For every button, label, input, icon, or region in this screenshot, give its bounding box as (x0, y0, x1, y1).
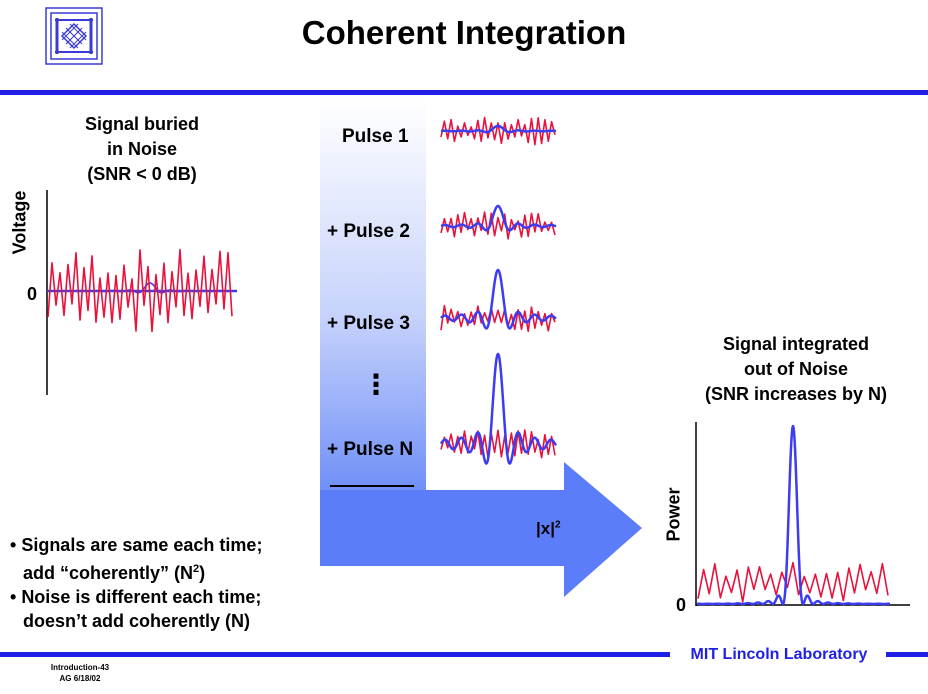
left-zero-label: 0 (27, 284, 38, 304)
pulse-4-noise-wave (440, 429, 556, 459)
footer-rule-left (0, 652, 670, 657)
footer-ref-2: AG 6/18/02 (59, 674, 101, 683)
left-header-line-2: in Noise (106, 139, 177, 159)
pulse-1-signal-wave (440, 124, 557, 134)
left-header: Signal buried in Noise (SNR < 0 dB) (62, 112, 222, 187)
right-noise-wave (697, 561, 889, 603)
right-zero-label: 0 (676, 595, 687, 615)
arrow-label-text: |x| (536, 519, 555, 538)
footer-ref-1: Introduction-43 (50, 663, 110, 672)
bullet-2-line-2: doesn’t add coherently (N) (23, 611, 251, 631)
bullet-1-line-2: add “coherently” (N (23, 563, 194, 583)
bullet-1-line-1: Signals are same each time; (21, 535, 263, 555)
ellipsis-vertical: ⋮ (362, 369, 390, 400)
arrow-label-sup: 2 (554, 519, 561, 531)
pulse-panel (320, 100, 426, 495)
pulse-label-2: + Pulse 2 (327, 221, 410, 242)
page-title: Coherent Integration (301, 14, 627, 51)
bullet-2-line-1: Noise is different each time; (21, 587, 262, 607)
right-header-line-3: (SNR increases by N) (704, 384, 888, 404)
footer-brand: MIT Lincoln Laboratory (690, 646, 868, 663)
pulse-1-noise-wave (440, 116, 556, 146)
title-rule (0, 90, 928, 95)
voltage-axis-label: Voltage (9, 190, 30, 255)
right-header-line-2: out of Noise (744, 359, 848, 379)
pulse-3-signal-wave (440, 268, 557, 330)
pulse-4-signal-wave (439, 352, 558, 465)
right-header-line-1: Signal integrated (722, 334, 870, 354)
left-header-line-3: (SNR < 0 dB) (87, 164, 197, 184)
footer-reference: Introduction-43 AG 6/18/02 (40, 662, 120, 684)
left-header-line-1: Signal buried (84, 114, 199, 134)
bullet-item-1: • Signals are same each time; add “coher… (10, 535, 263, 583)
right-header: Signal integrated out of Noise (SNR incr… (680, 332, 912, 407)
power-axis-label: Power (663, 487, 684, 542)
left-noise-wave (47, 248, 233, 333)
right-signal-wave (696, 424, 891, 606)
bullet-1-sup: 2 (193, 563, 200, 575)
pulse-label-3: + Pulse 3 (327, 313, 410, 334)
pulse-label-1: Pulse 1 (342, 126, 409, 147)
footer-rule-right (886, 652, 928, 657)
pulse-3-noise-wave (440, 304, 556, 333)
bullet-1-tail: ) (199, 563, 206, 583)
lincoln-lab-logo (45, 7, 103, 65)
pulse-label-n: + Pulse N (327, 439, 414, 460)
magnitude-squared-label: |x|2 (536, 519, 561, 539)
bullet-item-2: • Noise is different each time; doesn’t … (10, 587, 262, 631)
integration-arrow (320, 462, 642, 597)
bullet-list: • Signals are same each time; add “coher… (10, 533, 320, 633)
pulse-2-signal-wave (440, 204, 557, 232)
